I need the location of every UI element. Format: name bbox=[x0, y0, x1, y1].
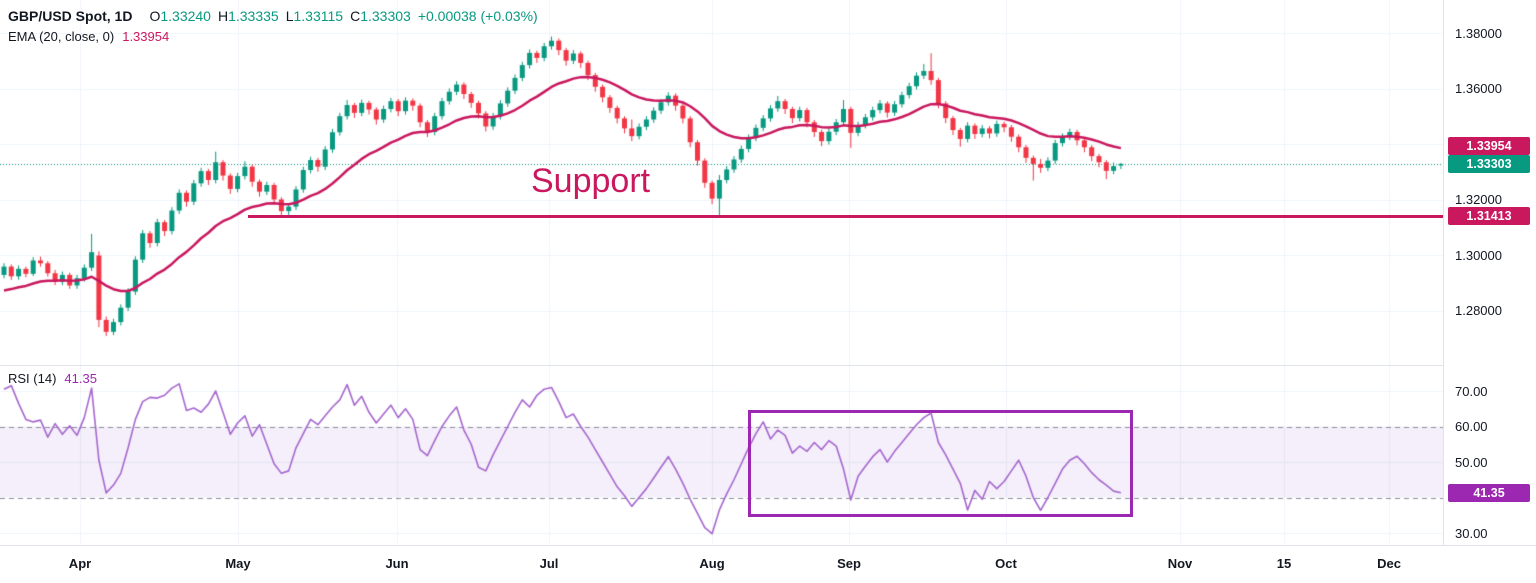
price-pane: GBP/USD Spot, 1D O1.33240 H1.33335 L1.33115… bbox=[0, 0, 1443, 366]
high-label: H bbox=[217, 8, 229, 24]
support-level-badge: 1.31413 bbox=[1448, 207, 1530, 226]
rsi-chart-canvas[interactable] bbox=[0, 366, 1443, 545]
time-axis-label: Nov bbox=[1167, 556, 1193, 571]
close-value: 1.33303 bbox=[360, 8, 411, 24]
time-axis-label: Apr bbox=[68, 556, 92, 571]
symbol-title[interactable]: GBP/USD Spot, 1D bbox=[8, 8, 133, 24]
price-axis-label: 1.30000 bbox=[1455, 247, 1502, 263]
time-axis-label: Dec bbox=[1377, 556, 1401, 571]
rsi-indicator-value: 41.35 bbox=[64, 371, 97, 386]
last-price-badge: 1.33303 bbox=[1448, 154, 1530, 173]
pane-divider[interactable] bbox=[0, 365, 1536, 366]
chart-legend: GBP/USD Spot, 1D O1.33240 H1.33335 L1.33115… bbox=[8, 8, 538, 44]
rsi-axis-label: 60.00 bbox=[1455, 419, 1488, 434]
time-axis-label: Aug bbox=[699, 556, 725, 571]
time-axis-label: 15 bbox=[1276, 556, 1292, 571]
ema-indicator-label[interactable]: EMA (20, close, 0) bbox=[8, 29, 115, 44]
rsi-indicator-label[interactable]: RSI (14) bbox=[8, 371, 57, 386]
time-axis[interactable]: Apr May Jun Jul Aug Sep Oct Nov 15 Dec bbox=[0, 545, 1536, 583]
change-value: +0.00038 (+0.03%) bbox=[417, 8, 538, 24]
price-axis[interactable]: 1.380001.360001.340001.320001.300001.280… bbox=[1443, 0, 1536, 545]
open-label: O bbox=[149, 8, 161, 24]
time-axis-label: Jul bbox=[539, 556, 559, 571]
low-value: 1.33115 bbox=[293, 8, 344, 24]
low-label: L bbox=[285, 8, 294, 24]
close-label: C bbox=[350, 8, 361, 24]
price-axis-label: 1.38000 bbox=[1455, 25, 1502, 41]
price-chart-canvas[interactable] bbox=[0, 0, 1443, 366]
support-trendline[interactable] bbox=[248, 215, 1443, 218]
support-annotation-label[interactable]: Support bbox=[531, 162, 651, 200]
time-axis-label: Jun bbox=[385, 556, 409, 571]
ema-indicator-value: 1.33954 bbox=[122, 29, 170, 44]
open-value: 1.33240 bbox=[160, 8, 211, 24]
time-axis-label: Oct bbox=[995, 556, 1017, 571]
high-value: 1.33335 bbox=[228, 8, 279, 24]
price-axis-label: 1.28000 bbox=[1455, 303, 1502, 319]
rsi-pane: RSI (14) 41.35 bbox=[0, 366, 1443, 545]
rsi-axis-label: 70.00 bbox=[1455, 383, 1488, 399]
time-axis-label: May bbox=[225, 556, 251, 571]
rsi-axis-label: 50.00 bbox=[1455, 454, 1488, 470]
price-axis-label: 1.36000 bbox=[1455, 81, 1502, 97]
rsi-legend: RSI (14) 41.35 bbox=[8, 371, 97, 386]
rsi-highlight-box[interactable] bbox=[748, 410, 1133, 517]
rsi-value-badge: 41.35 bbox=[1448, 483, 1530, 502]
ema-value-badge: 1.33954 bbox=[1448, 136, 1530, 155]
time-axis-label: Sep bbox=[837, 556, 861, 571]
price-axis-label: 1.32000 bbox=[1455, 192, 1502, 208]
rsi-axis-label: 30.00 bbox=[1455, 525, 1488, 541]
